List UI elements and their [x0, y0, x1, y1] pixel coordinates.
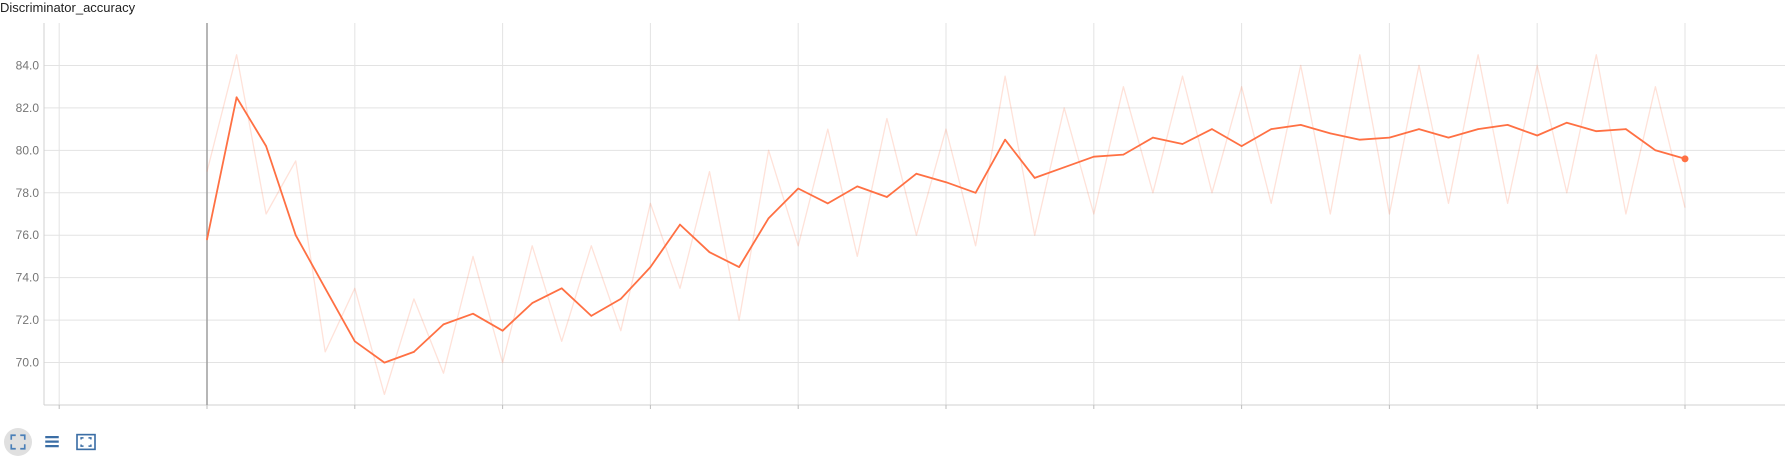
data-point — [826, 202, 829, 205]
data-point — [294, 234, 297, 237]
data-point — [1359, 138, 1361, 141]
chart-toolbar — [4, 428, 100, 458]
data-point — [1654, 149, 1657, 152]
data-point — [1152, 136, 1154, 139]
data-point — [945, 181, 947, 183]
x-tick-marks — [58, 405, 1686, 409]
data-point — [1625, 128, 1627, 130]
data-point — [560, 287, 563, 290]
data-point — [1033, 177, 1036, 179]
data-point — [1240, 145, 1243, 147]
data-point — [1211, 128, 1213, 130]
y-gridlines — [44, 64, 1785, 364]
y-tick-label: 72.0 — [16, 313, 40, 327]
data-point — [265, 145, 267, 147]
data-point — [767, 217, 770, 220]
toggle-log-scale-button[interactable] — [38, 428, 66, 456]
chart-title: Discriminator_accuracy — [0, 0, 136, 15]
data-point — [1181, 143, 1184, 145]
data-point — [206, 238, 208, 241]
data-point — [1299, 124, 1302, 126]
data-point — [856, 185, 859, 188]
data-point — [1270, 128, 1272, 130]
data-point — [235, 96, 238, 99]
y-tick-label: 78.0 — [16, 186, 40, 200]
data-point — [383, 361, 386, 364]
data-point — [1329, 132, 1332, 135]
data-point — [1506, 124, 1509, 126]
last-point-marker — [1681, 155, 1689, 163]
fullscreen-icon — [10, 434, 26, 450]
data-point — [1122, 153, 1125, 156]
data-point — [590, 315, 593, 317]
fit-to-data-button[interactable] — [4, 428, 32, 456]
data-point — [797, 187, 799, 190]
data-point — [974, 191, 977, 194]
series-line-raw — [206, 54, 1686, 396]
data-point — [324, 287, 327, 290]
data-point — [1388, 136, 1391, 139]
y-tick-label: 80.0 — [16, 143, 40, 157]
data-point — [886, 196, 888, 198]
y-tick-labels: 70.0 72.0 74.0 76.0 78.0 80.0 82.0 84.0 — [16, 58, 40, 369]
series-layer — [206, 54, 1689, 396]
data-point — [413, 351, 415, 353]
data-point — [442, 323, 445, 326]
fit-domain-button[interactable] — [72, 428, 100, 456]
x-gridlines — [58, 23, 1686, 405]
data-point — [1093, 155, 1095, 158]
data-point — [649, 266, 652, 268]
data-point — [531, 302, 533, 304]
data-point — [1595, 130, 1598, 133]
y-tick-label: 74.0 — [16, 271, 40, 285]
fit-screen-icon — [76, 433, 96, 451]
data-point — [1565, 121, 1568, 124]
list-icon — [45, 436, 59, 448]
y-tick-label: 82.0 — [16, 101, 40, 115]
data-point — [1447, 136, 1450, 139]
data-point — [1477, 128, 1479, 130]
y-tick-label: 76.0 — [16, 228, 40, 242]
data-point — [1536, 134, 1538, 137]
data-point — [1418, 128, 1420, 130]
data-point — [501, 329, 504, 332]
data-point — [679, 223, 681, 226]
data-point — [620, 298, 622, 300]
y-tick-label: 70.0 — [16, 356, 40, 370]
data-point — [472, 312, 474, 315]
data-point — [708, 251, 711, 253]
data-point — [354, 340, 356, 343]
data-point — [1063, 166, 1066, 169]
data-point — [738, 266, 740, 268]
y-tick-label: 84.0 — [16, 58, 40, 72]
data-point — [1004, 138, 1006, 141]
data-point — [915, 172, 918, 175]
